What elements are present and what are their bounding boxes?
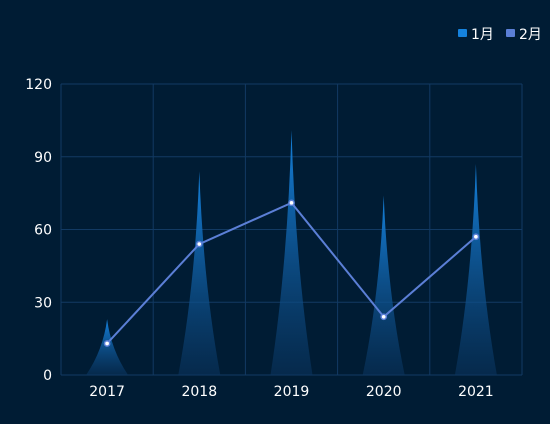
- legend-label: 1月: [471, 27, 494, 43]
- x-axis-tick-labels: 2017 2018 2019 2020 2021: [89, 384, 493, 400]
- line-point[interactable]: [380, 313, 388, 321]
- bar-mark[interactable]: [454, 164, 497, 375]
- bar-mark[interactable]: [362, 195, 405, 375]
- line-point[interactable]: [472, 233, 480, 241]
- bar-mark[interactable]: [86, 319, 129, 375]
- y-axis-tick-labels: 0 30 60 90 120: [25, 77, 52, 384]
- bar-mark[interactable]: [270, 130, 313, 375]
- y-tick-label: 0: [43, 368, 52, 384]
- bar-mark[interactable]: [178, 171, 221, 375]
- x-tick-label: 2019: [274, 384, 310, 400]
- x-tick-label: 2017: [89, 384, 125, 400]
- legend-swatch: [506, 29, 515, 37]
- grid: [60, 83, 523, 376]
- y-tick-label: 30: [34, 295, 52, 311]
- legend[interactable]: 1月 2月: [458, 27, 542, 43]
- legend-item[interactable]: 1月: [458, 27, 494, 43]
- y-tick-label: 90: [34, 150, 52, 166]
- x-tick-label: 2018: [181, 384, 217, 400]
- bar-series-1: [86, 130, 497, 375]
- x-tick-label: 2021: [458, 384, 494, 400]
- legend-swatch: [458, 29, 467, 37]
- line-point[interactable]: [195, 240, 203, 248]
- legend-item[interactable]: 2月: [506, 27, 542, 43]
- line-point[interactable]: [103, 340, 111, 347]
- line-series-2: [103, 199, 480, 347]
- x-tick-label: 2020: [366, 384, 402, 400]
- line-point[interactable]: [288, 199, 295, 207]
- y-tick-label: 120: [25, 77, 52, 93]
- legend-label: 2月: [519, 27, 542, 43]
- y-tick-label: 60: [34, 223, 52, 239]
